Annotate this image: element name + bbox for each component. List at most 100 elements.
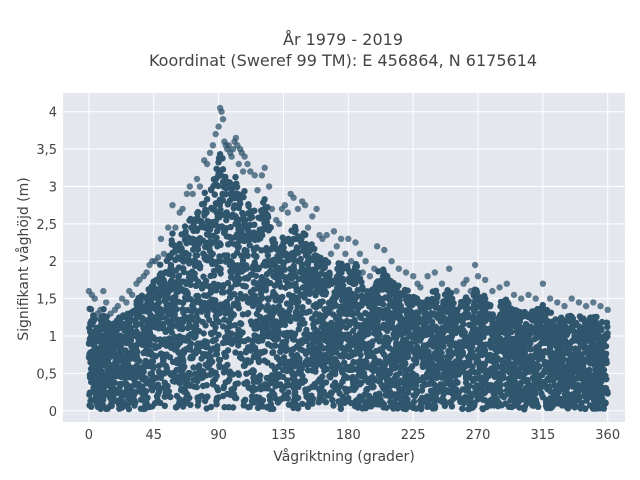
data-point (322, 379, 330, 386)
data-point (169, 272, 176, 279)
data-point (457, 359, 464, 366)
data-point (227, 391, 234, 399)
data-point (304, 394, 312, 402)
data-point (251, 332, 258, 339)
data-point (390, 362, 397, 370)
data-point (101, 404, 109, 411)
data-point (170, 344, 177, 351)
data-point (283, 377, 291, 384)
data-point (277, 360, 285, 367)
data-point (226, 306, 234, 313)
data-point (503, 335, 511, 342)
data-point (574, 329, 581, 336)
data-point (279, 293, 286, 301)
data-point (302, 231, 309, 238)
data-point (185, 234, 192, 241)
data-point (525, 311, 532, 318)
data-point (441, 398, 448, 405)
data-point (567, 312, 574, 320)
data-point (285, 280, 292, 288)
data-point (124, 331, 132, 338)
data-point (288, 296, 295, 303)
data-point (256, 264, 263, 272)
data-point (180, 258, 187, 265)
data-point (209, 298, 217, 305)
data-point (382, 322, 390, 329)
data-point (304, 401, 311, 409)
data-point (264, 341, 272, 348)
data-point (516, 327, 524, 335)
data-point (194, 402, 201, 409)
data-point (316, 276, 323, 284)
data-point (429, 343, 437, 350)
data-point (349, 303, 357, 310)
data-point (116, 342, 123, 349)
data-point (470, 377, 477, 384)
data-point (358, 302, 365, 309)
data-point (335, 385, 342, 392)
data-point (215, 318, 222, 326)
data-point (412, 360, 420, 367)
data-point (198, 201, 206, 208)
data-point (90, 328, 98, 336)
data-point (586, 366, 593, 374)
data-point (153, 301, 160, 308)
data-point (192, 333, 199, 340)
data-point (318, 257, 326, 265)
data-point (431, 350, 439, 357)
data-point (420, 376, 427, 384)
data-point (591, 398, 598, 405)
data-point (176, 339, 184, 346)
data-point (200, 237, 207, 244)
data-point (261, 332, 269, 339)
data-point (296, 355, 303, 362)
data-point (480, 323, 487, 331)
data-point (256, 303, 263, 311)
data-point (107, 327, 115, 334)
data-point (558, 373, 565, 380)
data-point (396, 351, 403, 358)
data-point (319, 319, 327, 326)
data-point (505, 321, 513, 328)
data-point (154, 392, 161, 400)
data-point (302, 359, 309, 366)
data-point (147, 299, 155, 306)
data-point (598, 326, 605, 334)
data-point (563, 404, 571, 411)
data-point (394, 405, 401, 412)
data-point (337, 352, 344, 359)
data-point (280, 238, 288, 245)
data-point (284, 315, 291, 323)
data-point (169, 230, 176, 237)
data-point (146, 329, 154, 336)
data-point (219, 283, 227, 290)
data-point (518, 335, 525, 342)
data-point (557, 378, 565, 385)
data-point (224, 212, 231, 219)
data-point (194, 208, 202, 216)
data-point (568, 381, 575, 388)
data-point (250, 279, 258, 286)
data-point (599, 385, 606, 392)
data-point (397, 377, 404, 384)
data-point (404, 403, 412, 411)
data-point (598, 346, 606, 353)
data-point (325, 299, 332, 307)
data-point (402, 391, 409, 398)
data-point (333, 290, 340, 297)
data-point (487, 397, 494, 404)
data-point (248, 393, 256, 400)
data-point (434, 389, 441, 396)
data-point (477, 318, 485, 326)
data-point (290, 235, 297, 243)
data-point (452, 343, 460, 350)
data-point (264, 385, 271, 392)
data-point (160, 339, 168, 347)
data-point (171, 248, 179, 255)
data-point (173, 359, 181, 367)
data-point (559, 336, 566, 343)
data-point (419, 383, 426, 390)
data-point (179, 306, 186, 313)
data-point (499, 357, 506, 364)
